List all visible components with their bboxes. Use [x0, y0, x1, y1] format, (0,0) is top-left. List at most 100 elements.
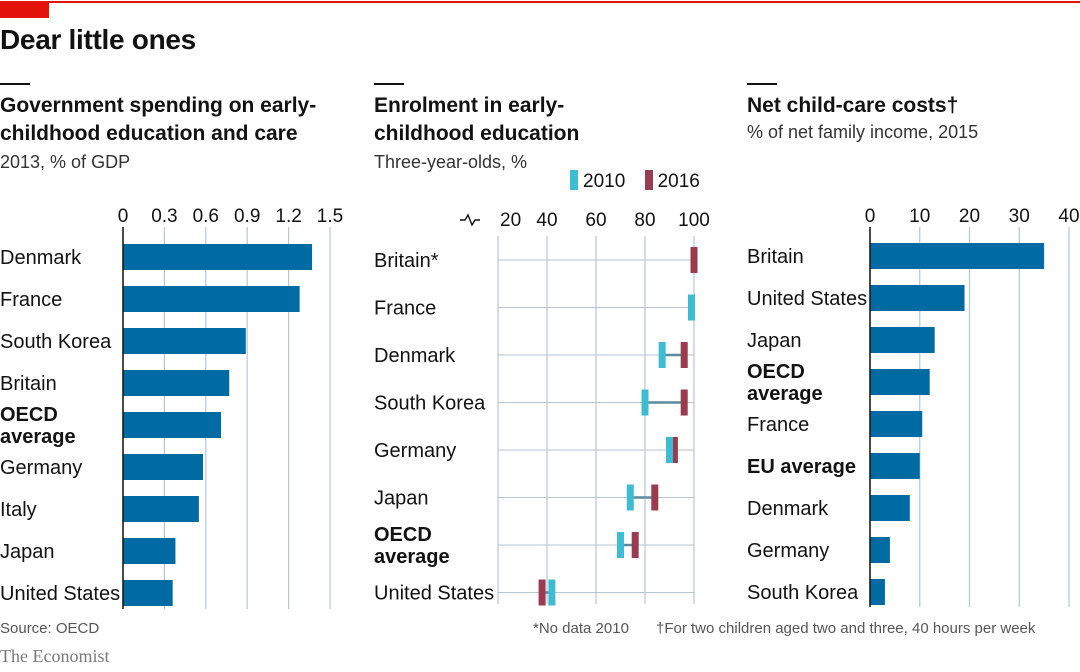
category-label: United States [0, 583, 120, 605]
category-label: Japan [0, 541, 55, 563]
panel2-subtitle: Three-year-olds, % [374, 152, 528, 172]
marker-2016 [670, 437, 678, 463]
marker-2016 [651, 484, 659, 511]
footnote-dagger: †For two children aged two and three, 40… [656, 620, 1036, 637]
bar [123, 370, 230, 396]
enrolment-chart: 20 40 60 80 100 Britain* France Denmark South Ko… [374, 210, 710, 606]
marker-2010 [666, 437, 673, 463]
bar [123, 538, 176, 564]
panel2-title-line: childhood education [374, 122, 580, 145]
panel3-subtitle: % of net family income, 2015 [747, 122, 979, 142]
category-label: Germany [747, 540, 829, 562]
marker-2016 [538, 579, 546, 606]
category-label: average [747, 383, 823, 405]
category-label: South Korea [747, 582, 859, 604]
category-label: France [747, 414, 809, 436]
panel3-title: Net child-care costs† [747, 92, 958, 120]
legend-2010-label: 2010 [583, 171, 626, 192]
panel1-rule [0, 83, 30, 85]
legend: 2010 2016 [570, 170, 700, 193]
tick-label: 0 [865, 206, 876, 227]
tick-label: 20 [959, 206, 980, 227]
tick-label: 30 [1009, 206, 1030, 227]
bar [870, 453, 920, 479]
category-label: Japan [374, 488, 429, 510]
marker-2010 [658, 342, 666, 368]
category-label: Denmark [0, 247, 82, 269]
category-label: Japan [747, 330, 802, 352]
category-label: Germany [374, 440, 456, 462]
bar [870, 537, 890, 563]
legend-2016-label: 2016 [657, 171, 700, 192]
tick-label: 1.5 [317, 206, 343, 227]
category-label: OECD [747, 361, 805, 383]
footnote-no-data: *No data 2010 [533, 620, 629, 637]
category-label: Denmark [747, 498, 829, 520]
category-label: average [0, 426, 76, 448]
category-label: Italy [0, 499, 37, 521]
category-label: Britain [0, 373, 57, 395]
panel2-title: Enrolment in early- childhood education [374, 92, 579, 148]
category-label: average [374, 546, 450, 568]
panel3-title-line: Net child-care costs† [747, 94, 959, 117]
category-label: OECD [374, 524, 432, 546]
category-label: France [374, 298, 436, 320]
headline: Dear little ones [0, 24, 196, 55]
tick-label: 100 [678, 210, 710, 231]
bar [870, 243, 1045, 269]
marker-2010 [617, 532, 624, 558]
legend-2016-swatch [644, 170, 653, 190]
tick-label: 0.9 [234, 206, 260, 227]
brand-logo: The Economist [0, 646, 110, 666]
accent-rule [0, 1, 1080, 3]
category-label: United States [747, 288, 867, 310]
category-label: Germany [0, 457, 82, 479]
marker-2010 [548, 579, 556, 606]
marker-2010 [626, 484, 634, 511]
costs-chart: 0 10 20 30 40 Britain United States Japan OECDav… [747, 206, 1080, 607]
category-label: South Korea [0, 331, 112, 353]
bar [870, 369, 930, 395]
category-label: Britain* [374, 250, 439, 272]
tick-label: 60 [585, 210, 606, 231]
bar [123, 328, 246, 354]
bar [123, 580, 173, 606]
bar [870, 285, 965, 311]
category-label: United States [374, 583, 494, 605]
category-label: Denmark [374, 345, 456, 367]
panel2-title-line: Enrolment in early- [374, 94, 565, 117]
marker-2016 [690, 247, 698, 273]
bar [123, 244, 313, 270]
marker-2010 [688, 294, 696, 321]
panel1-title: Government spending on early- childhood … [0, 92, 316, 148]
marker-2016 [680, 389, 688, 416]
bar [870, 327, 935, 353]
category-label: South Korea [374, 393, 486, 415]
marker-2016 [631, 532, 639, 558]
panel1-title-line: childhood education and care [0, 122, 298, 145]
tick-label: 40 [1058, 206, 1079, 227]
tick-label: 0.3 [151, 206, 177, 227]
category-label: France [0, 289, 62, 311]
tick-label: 0.6 [193, 206, 219, 227]
category-label: OECD [0, 404, 58, 426]
legend-2010-swatch [570, 170, 578, 190]
marker-2010 [641, 389, 649, 416]
accent-tag [0, 1, 49, 18]
tick-label: 80 [634, 210, 655, 231]
spending-chart: 0 0.3 0.6 0.9 1.2 1.5 Denmark France South Korea… [0, 206, 343, 609]
tick-label: 1.2 [275, 206, 301, 227]
tick-label: 20 [500, 210, 521, 231]
bar [123, 286, 300, 312]
marker-2016 [680, 342, 688, 368]
bar [870, 411, 923, 437]
tick-label: 40 [536, 210, 557, 231]
tick-label: 0 [118, 206, 129, 227]
panel3-rule [747, 83, 777, 85]
bar [123, 412, 221, 438]
tick-label: 10 [909, 206, 930, 227]
bar [870, 495, 910, 521]
axis-break-icon [460, 213, 480, 227]
bar [123, 496, 199, 522]
category-label: EU average [747, 456, 856, 478]
